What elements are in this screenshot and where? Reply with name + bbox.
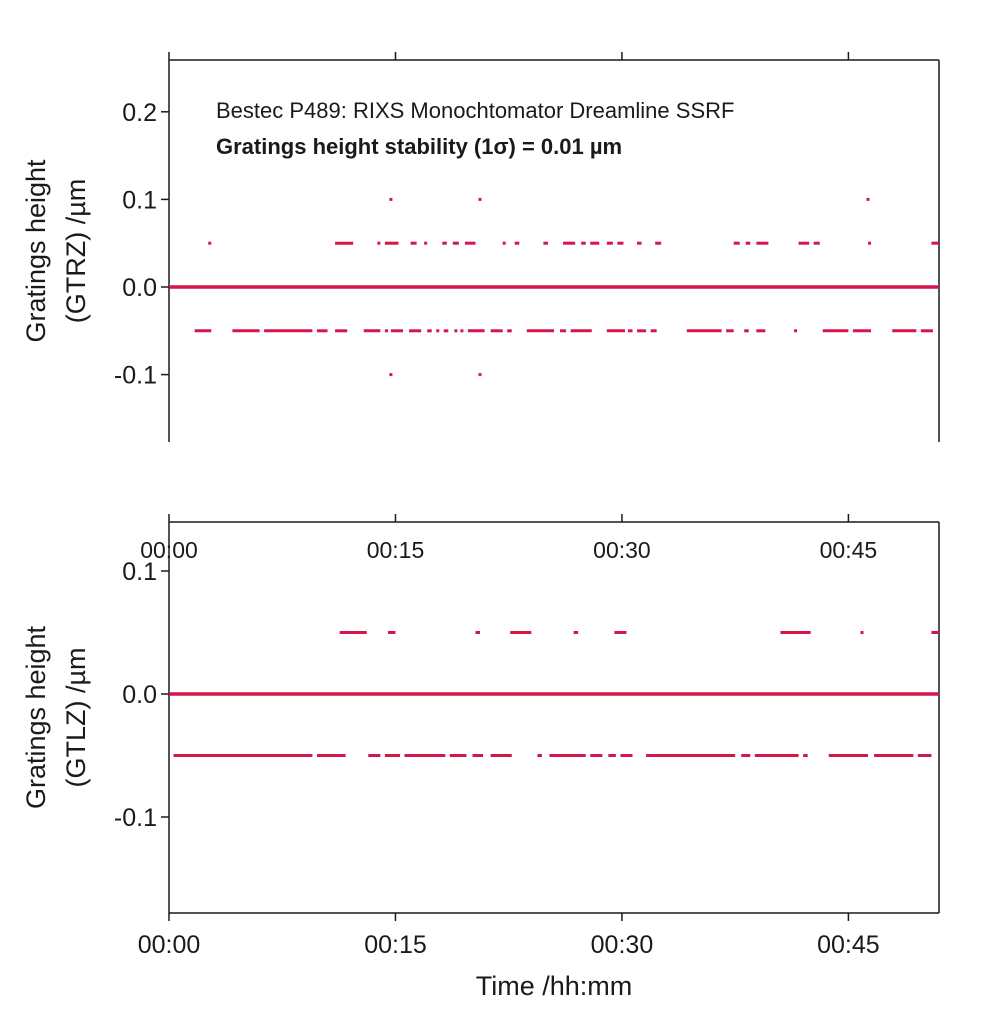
- gtlz-x-tick-label: 00:00: [138, 931, 201, 959]
- gtlz-y-axis-title-line2: (GTLZ) /µm: [61, 647, 91, 787]
- gtrz-y-tick-label: 0.1: [122, 186, 157, 214]
- gtlz-x-tick-label: 00:15: [364, 931, 427, 959]
- gtlz-y-tick-label: -0.1: [114, 804, 157, 832]
- gtlz-x-tick-label: 00:45: [817, 931, 880, 959]
- top-panel-gtrz: 0.2 0.1 0.0 -0.1 Gratings height (GTRZ) /µm Be…: [21, 52, 940, 442]
- gtlz-x-top-tick-label: 00:30: [593, 537, 651, 563]
- gtlz-x-top-tick-label: 00:45: [820, 537, 878, 563]
- bottom-panel-gtlz: 0.1 0.0 -0.1 00:00 00:00 00:15 00:15 00:30 00:30…: [21, 514, 940, 1001]
- gtlz-y-tick-label: 0.0: [122, 681, 157, 709]
- gtlz-x-axis-title: Time /hh:mm: [476, 971, 633, 1001]
- gtlz-x-tick-label: 00:30: [591, 931, 654, 959]
- gtrz-y-tick-label: -0.1: [114, 362, 157, 390]
- gtlz-y-axis-title-line1: Gratings height: [21, 625, 51, 809]
- gtlz-x-top-tick-label: 00:15: [367, 537, 425, 563]
- gtrz-annotation-instrument: Bestec P489: RIXS Monochtomator Dreamlin…: [216, 98, 734, 123]
- gtlz-y-tick-label: 0.1: [122, 558, 157, 586]
- gtrz-y-axis-title-line1: Gratings height: [21, 159, 51, 343]
- gtrz-y-axis-title-line2: (GTRZ) /µm: [61, 179, 91, 324]
- gtlz-x-top-tick-label: 00:00: [140, 537, 198, 563]
- gtrz-annotation-stability: Gratings height stability (1σ) = 0.01 µm: [216, 134, 622, 159]
- gtrz-y-tick-label: 0.2: [122, 99, 157, 127]
- gtrz-y-tick-label: 0.0: [122, 274, 157, 302]
